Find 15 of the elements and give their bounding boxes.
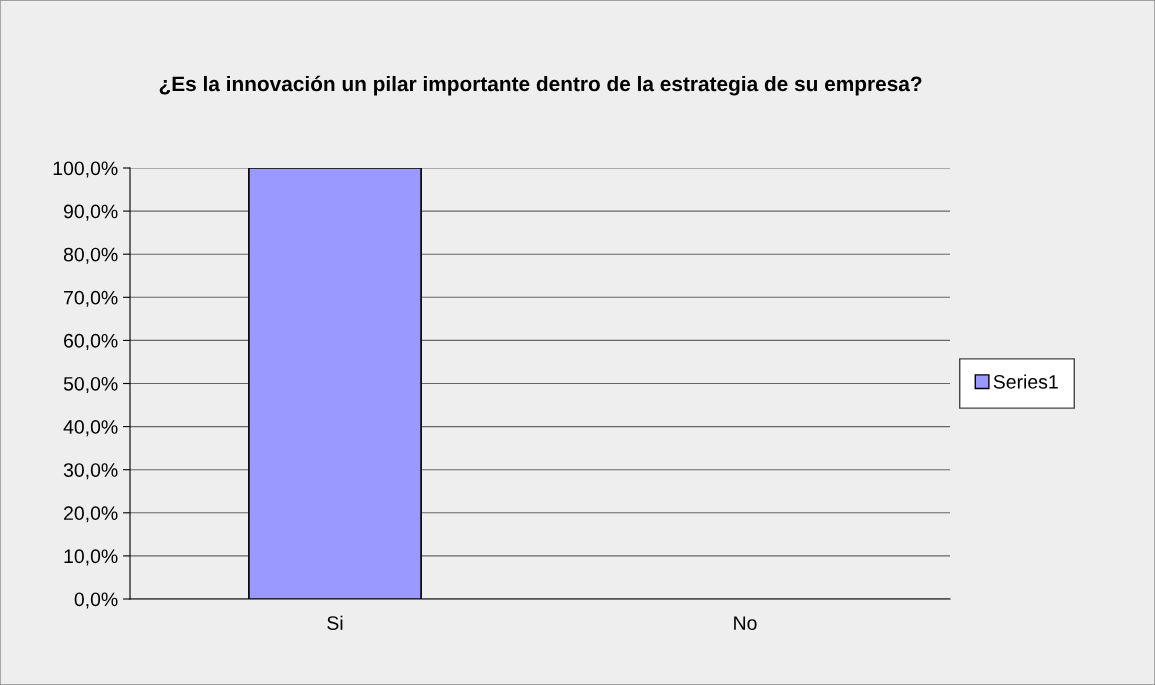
y-tick-label: 40,0% [63, 420, 118, 437]
y-tick-label: 20,0% [64, 506, 118, 523]
x-tick-label: No [734, 616, 757, 630]
y-tick-label: 90,0% [63, 204, 118, 221]
y-tick-label: 50,0% [63, 376, 118, 394]
x-tick-label: Si [327, 615, 343, 630]
y-tick-label: 70,0% [64, 290, 118, 307]
legend-label: Series1 [993, 374, 1058, 389]
y-tick-label: 30,0% [63, 463, 118, 480]
y-tick-label: 0,0% [74, 592, 118, 609]
y-tick-label: 100,0% [53, 161, 118, 178]
y-tick-label: 10,0% [64, 549, 118, 566]
chart-title: ¿Es la innovación un pilar importante dentro de la estrategia de su empresa? [159, 75, 922, 96]
y-tick-label: 60,0% [64, 333, 118, 350]
y-tick-label: 80,0% [63, 247, 118, 264]
